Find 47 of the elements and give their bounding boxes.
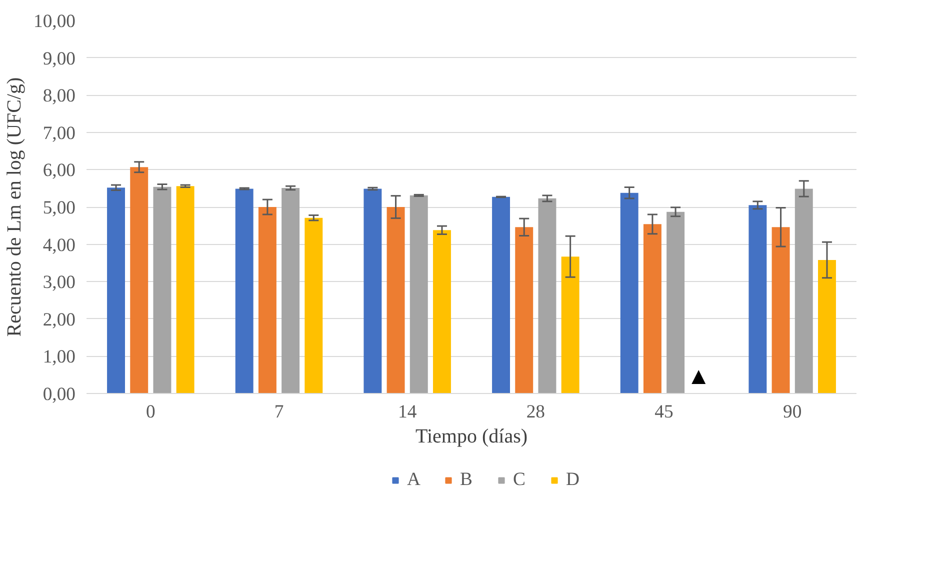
y-tick-label: 2,00 xyxy=(42,309,76,330)
x-tick-label: 28 xyxy=(526,402,545,422)
bar xyxy=(772,227,790,394)
bar xyxy=(561,256,580,394)
bar xyxy=(153,186,172,394)
annotation: ▲ xyxy=(686,363,711,390)
x-axis-title: Tiempo (días) xyxy=(415,426,528,448)
y-tick-label: 9,00 xyxy=(42,48,76,70)
y-tick-label: 5,00 xyxy=(42,198,76,218)
bar xyxy=(386,207,405,394)
bar xyxy=(794,188,813,394)
bar xyxy=(410,195,428,394)
x-tick-label: 14 xyxy=(398,402,418,422)
y-axis-title: Recuento de Lm en log (UFC/g) xyxy=(4,77,26,337)
y-tick-label: 0,00 xyxy=(42,384,76,405)
bar xyxy=(818,260,836,394)
y-tick-label: 7,00 xyxy=(42,122,76,144)
legend-label: C xyxy=(513,469,526,491)
bar xyxy=(433,230,451,394)
y-tick-label: 10,00 xyxy=(34,11,76,32)
x-tick-label: 45 xyxy=(654,402,674,422)
bar xyxy=(130,167,148,394)
bar xyxy=(492,196,510,394)
bar xyxy=(748,205,767,394)
bar xyxy=(364,188,382,394)
y-tick-label: 3,00 xyxy=(42,272,76,294)
legend-label: D xyxy=(566,469,580,491)
bar xyxy=(538,198,556,394)
bar xyxy=(304,218,323,394)
bar xyxy=(620,192,638,394)
bar xyxy=(235,188,254,394)
bar xyxy=(666,212,685,394)
bar xyxy=(258,207,276,394)
bar xyxy=(282,188,300,394)
y-tick-label: 4,00 xyxy=(42,234,76,256)
legend-label: A xyxy=(407,469,422,491)
bar xyxy=(643,224,662,394)
y-tick-label: 6,00 xyxy=(42,160,76,182)
bar xyxy=(515,227,534,394)
x-tick-label: 90 xyxy=(783,402,802,422)
x-tick-label: 0 xyxy=(146,402,156,422)
x-tick-label: 7 xyxy=(274,402,284,422)
bar xyxy=(176,186,194,394)
y-tick-label: 1,00 xyxy=(42,346,76,368)
y-tick-label: 8,00 xyxy=(42,86,76,107)
bar xyxy=(107,188,125,394)
legend-label: B xyxy=(460,469,474,491)
